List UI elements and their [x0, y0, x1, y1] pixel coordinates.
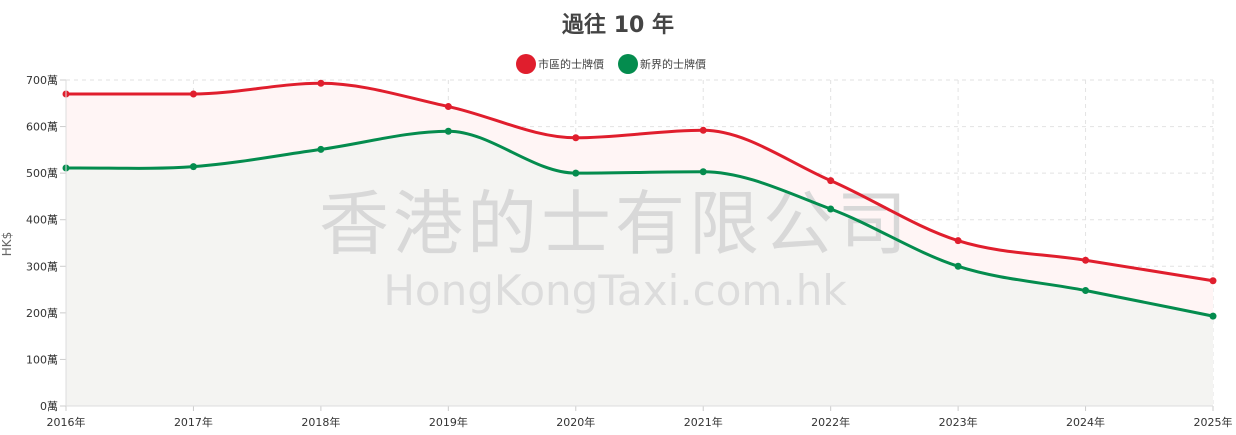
y-tick-label: 400萬 — [26, 214, 58, 227]
x-tick-label: 2021年 — [684, 415, 723, 429]
x-tick-label: 2020年 — [556, 415, 595, 429]
data-point[interactable] — [444, 127, 452, 135]
data-point[interactable] — [1082, 256, 1090, 264]
series-lines — [65, 81, 1214, 318]
data-point[interactable] — [954, 262, 962, 270]
legend-swatch — [516, 54, 536, 74]
legend[interactable]: 市區的士牌價 新界的士牌價 — [516, 54, 706, 74]
legend-item-1[interactable]: 市區的士牌價 — [516, 54, 604, 74]
legend-item-2[interactable]: 新界的士牌價 — [618, 54, 706, 74]
series-line-2 — [65, 129, 1214, 318]
watermark-url: HongKongTaxi.com.hk — [383, 266, 847, 315]
data-point[interactable] — [572, 169, 580, 177]
y-tick-label: 500萬 — [26, 167, 58, 180]
legend-label: 市區的士牌價 — [538, 57, 604, 71]
y-tick-label: 700萬 — [26, 74, 58, 87]
data-point[interactable] — [317, 79, 325, 87]
y-tick-label: 100萬 — [26, 353, 58, 366]
x-tick-label: 2017年 — [174, 415, 213, 429]
y-tick-label: 0萬 — [40, 400, 58, 413]
x-tick-label: 2024年 — [1066, 415, 1105, 429]
y-axis-label: HK$ — [0, 232, 14, 257]
data-point[interactable] — [699, 126, 707, 134]
data-point[interactable] — [189, 90, 197, 98]
axes: 0萬 100萬 200萬 300萬 400萬 500萬 600萬 700萬 2016年 2017年… — [26, 74, 1233, 429]
data-point[interactable] — [189, 163, 197, 171]
watermark-company-name: 香港的士有限公司 — [319, 183, 911, 265]
legend-label: 新界的士牌價 — [640, 57, 706, 71]
data-point[interactable] — [954, 237, 962, 245]
y-tick-label: 600萬 — [26, 121, 58, 134]
x-tick-label: 2022年 — [811, 415, 850, 429]
data-point[interactable] — [572, 134, 580, 142]
series-points — [62, 79, 1217, 320]
x-tick-label: 2025年 — [1194, 415, 1233, 429]
data-point[interactable] — [827, 177, 835, 185]
data-point[interactable] — [827, 205, 835, 213]
watermark: 香港的士有限公司 HongKongTaxi.com.hk — [319, 183, 911, 315]
data-point[interactable] — [1209, 312, 1217, 320]
data-point[interactable] — [699, 168, 707, 176]
series-area-2 — [66, 131, 1213, 406]
x-tick-label: 2016年 — [47, 415, 86, 429]
series-areas — [66, 83, 1213, 406]
legend-swatch — [618, 54, 638, 74]
y-tick-label: 300萬 — [26, 260, 58, 273]
data-point[interactable] — [317, 145, 325, 153]
chart-title: 過往 10 年 — [562, 12, 674, 38]
data-point[interactable] — [444, 103, 452, 111]
x-tick-label: 2018年 — [301, 415, 340, 429]
x-tick-label: 2023年 — [939, 415, 978, 429]
y-tick-label: 200萬 — [26, 307, 58, 320]
data-point[interactable] — [1209, 277, 1217, 285]
x-tick-label: 2019年 — [429, 415, 468, 429]
series-line-1 — [66, 81, 1214, 283]
data-point[interactable] — [1082, 287, 1090, 295]
